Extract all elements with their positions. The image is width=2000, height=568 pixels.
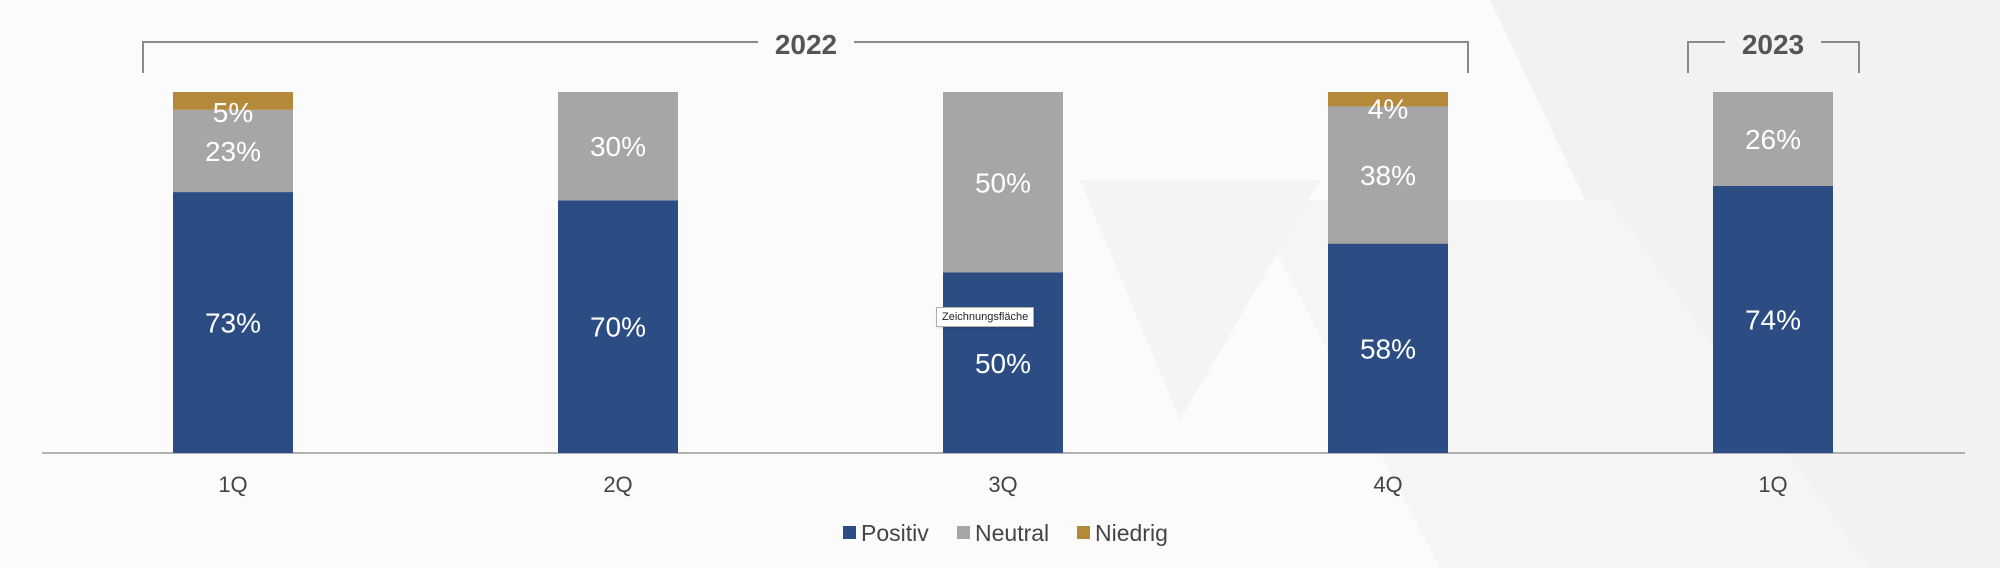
data-label-neutral-4: 38% xyxy=(1360,160,1416,191)
legend-swatch-positiv xyxy=(843,526,856,539)
data-label-positiv-3: 50% xyxy=(975,348,1031,379)
group-bracket-right-2022 xyxy=(854,41,1469,73)
bar-positiv-2 xyxy=(558,200,678,453)
legend-swatch-neutral xyxy=(957,526,970,539)
bar-positiv-5 xyxy=(1713,185,1833,454)
data-label-positiv-4: 58% xyxy=(1360,333,1416,364)
group-bracket-right-2023 xyxy=(1821,41,1860,73)
bar-positiv-1 xyxy=(173,192,293,453)
data-label-niedrig-4: 4% xyxy=(1368,93,1408,124)
bar-niedrig-4 xyxy=(1328,92,1448,107)
group-label-2022: 2022 xyxy=(775,29,837,60)
bar-positiv-3 xyxy=(943,272,1063,453)
legend-label-niedrig: Niedrig xyxy=(1095,520,1168,546)
plot-area-tooltip: Zeichnungsfläche xyxy=(936,307,1035,327)
group-bracket-left-2022 xyxy=(142,41,758,73)
legend-label-positiv: Positiv xyxy=(861,520,929,546)
data-label-niedrig-1: 5% xyxy=(213,97,253,128)
legend-swatch-niedrig xyxy=(1077,526,1090,539)
bar-neutral-5 xyxy=(1713,92,1833,186)
bar-positiv-4 xyxy=(1328,243,1448,453)
x-tick-label-3: 3Q xyxy=(988,472,1017,497)
data-label-neutral-3: 50% xyxy=(975,167,1031,198)
bar-niedrig-1 xyxy=(173,92,293,110)
legend-label-neutral: Neutral xyxy=(975,520,1049,546)
data-label-positiv-1: 73% xyxy=(205,308,261,339)
data-label-neutral-5: 26% xyxy=(1745,124,1801,155)
data-label-positiv-5: 74% xyxy=(1745,304,1801,335)
group-bracket-left-2023 xyxy=(1687,41,1725,73)
group-label-2023: 2023 xyxy=(1742,29,1804,60)
x-tick-label-4: 4Q xyxy=(1373,472,1402,497)
x-tick-label-2: 2Q xyxy=(603,472,632,497)
data-label-neutral-2: 30% xyxy=(590,131,646,162)
data-label-positiv-2: 70% xyxy=(590,312,646,343)
data-label-neutral-1: 23% xyxy=(205,136,261,167)
x-tick-label-5: 1Q xyxy=(1758,472,1787,497)
bar-neutral-1 xyxy=(173,109,293,193)
x-tick-label-1: 1Q xyxy=(218,472,247,497)
bar-neutral-2 xyxy=(558,92,678,201)
bar-neutral-4 xyxy=(1328,106,1448,244)
bar-neutral-3 xyxy=(943,92,1063,273)
